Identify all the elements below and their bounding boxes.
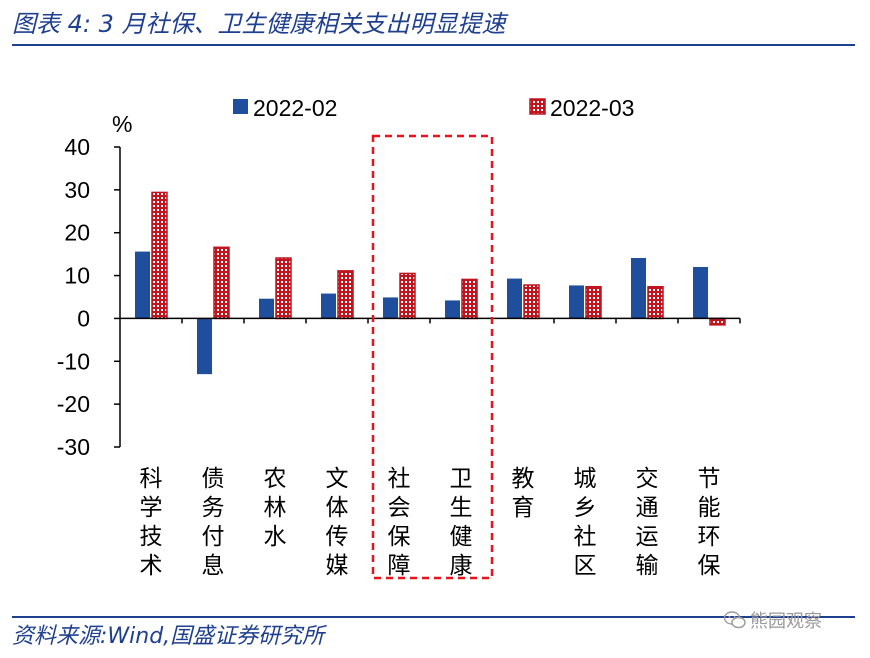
bar-2022-02-农林水: [259, 298, 274, 319]
x-tick-label: 社会保障: [388, 466, 411, 579]
bar-2022-02-交通运输: [631, 258, 646, 319]
legend-label: 2022-02: [253, 95, 337, 121]
y-tick-label: -30: [57, 434, 90, 460]
y-tick-label: 20: [64, 220, 90, 246]
bar-chart: 2022-02 2022-03 % 40 30 20 10 0 -10 -20 -30 科学技术…: [57, 95, 741, 580]
x-tick-label: 卫生健康: [450, 466, 473, 579]
bar-2022-03-文体传媒: [337, 270, 354, 320]
bar-2022-02-节能环保: [693, 267, 708, 319]
watermark: 熊园观察: [724, 606, 822, 634]
source-note: 资料来源:Wind,国盛证券研究所: [12, 624, 325, 649]
y-axis-label: %: [112, 111, 132, 137]
x-tick-label: 农林水: [264, 466, 287, 550]
bar-2022-03-教育: [523, 284, 540, 320]
y-tick-label: 10: [64, 263, 90, 289]
bar-2022-03-农林水: [275, 257, 292, 320]
bar-2022-03-卫生健康: [461, 278, 478, 320]
bar-2022-03-科学技术: [151, 191, 168, 320]
y-tick-label: -20: [57, 391, 90, 417]
bar-2022-02-卫生健康: [445, 300, 460, 319]
footer-divider: [12, 616, 855, 618]
bar-2022-03-节能环保: [709, 317, 726, 326]
legend-swatch-2022-03: [529, 98, 546, 115]
y-tick-label: 0: [77, 305, 90, 331]
bar-2022-03-交通运输: [647, 285, 664, 320]
bar-2022-03-城乡社区: [585, 285, 602, 320]
chart-title: 图表 4: 3 月社保、卫生健康相关支出明显提速: [12, 10, 506, 38]
legend-label: 2022-03: [550, 95, 634, 121]
bar-2022-02-债务付息: [197, 318, 212, 375]
legend-swatch-2022-02: [233, 99, 248, 114]
bar-2022-02-科学技术: [135, 251, 150, 319]
highlight-box: [371, 134, 494, 580]
y-tick-label: 40: [64, 134, 90, 160]
x-tick-label: 债务付息: [202, 466, 225, 579]
x-tick-label: 交通运输: [636, 466, 659, 579]
y-tick-label: 30: [64, 177, 90, 203]
x-tick-label: 节能环保: [698, 466, 721, 579]
x-tick-label: 教育: [512, 466, 535, 521]
bar-2022-02-城乡社区: [569, 285, 584, 319]
wechat-icon: [724, 611, 746, 629]
y-tick-label: -10: [57, 348, 90, 374]
x-tick-label: 文体传媒: [326, 466, 349, 579]
watermark-text: 熊园观察: [750, 611, 822, 632]
bar-2022-02-社会保障: [383, 297, 398, 319]
title-divider: [12, 44, 855, 46]
x-tick-label: 科学技术: [140, 466, 163, 579]
bar-2022-02-文体传媒: [321, 293, 336, 319]
bar-2022-02-教育: [507, 278, 522, 319]
bar-2022-03-债务付息: [213, 246, 230, 320]
bar-2022-03-社会保障: [399, 272, 416, 320]
x-tick-label: 城乡社区: [574, 466, 597, 579]
